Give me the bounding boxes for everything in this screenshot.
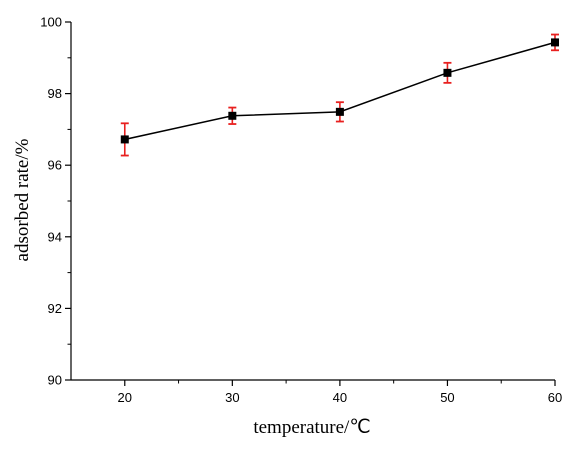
x-tick-label: 60	[548, 390, 562, 405]
y-tick-label: 100	[40, 15, 62, 30]
data-point	[228, 111, 237, 120]
data-point	[551, 38, 559, 47]
series-line	[124, 41, 556, 141]
error-bars	[120, 33, 559, 157]
data-point	[335, 107, 344, 116]
axes: 20 30 40 50 60 90 92 94 96 98 100	[40, 15, 562, 406]
plot-area	[120, 33, 559, 157]
y-tick-label: 94	[48, 229, 62, 244]
x-axis-title: temperature/℃	[253, 417, 370, 438]
y-axis-title: adsorbed rate/%	[12, 138, 33, 261]
x-tick-label: 40	[333, 390, 347, 405]
x-tick-label: 20	[118, 390, 132, 405]
y-tick-label: 96	[48, 158, 62, 173]
data-point	[443, 68, 452, 77]
y-ticks: 90 92 94 96 98 100	[40, 15, 71, 388]
x-ticks: 20 30 40 50 60	[118, 380, 562, 405]
data-point	[120, 135, 129, 144]
y-tick-label: 92	[48, 301, 62, 316]
x-tick-label: 50	[440, 390, 454, 405]
y-tick-label: 98	[48, 86, 62, 101]
y-tick-label: 90	[48, 373, 62, 388]
markers	[120, 38, 559, 144]
x-tick-label: 30	[225, 390, 239, 405]
